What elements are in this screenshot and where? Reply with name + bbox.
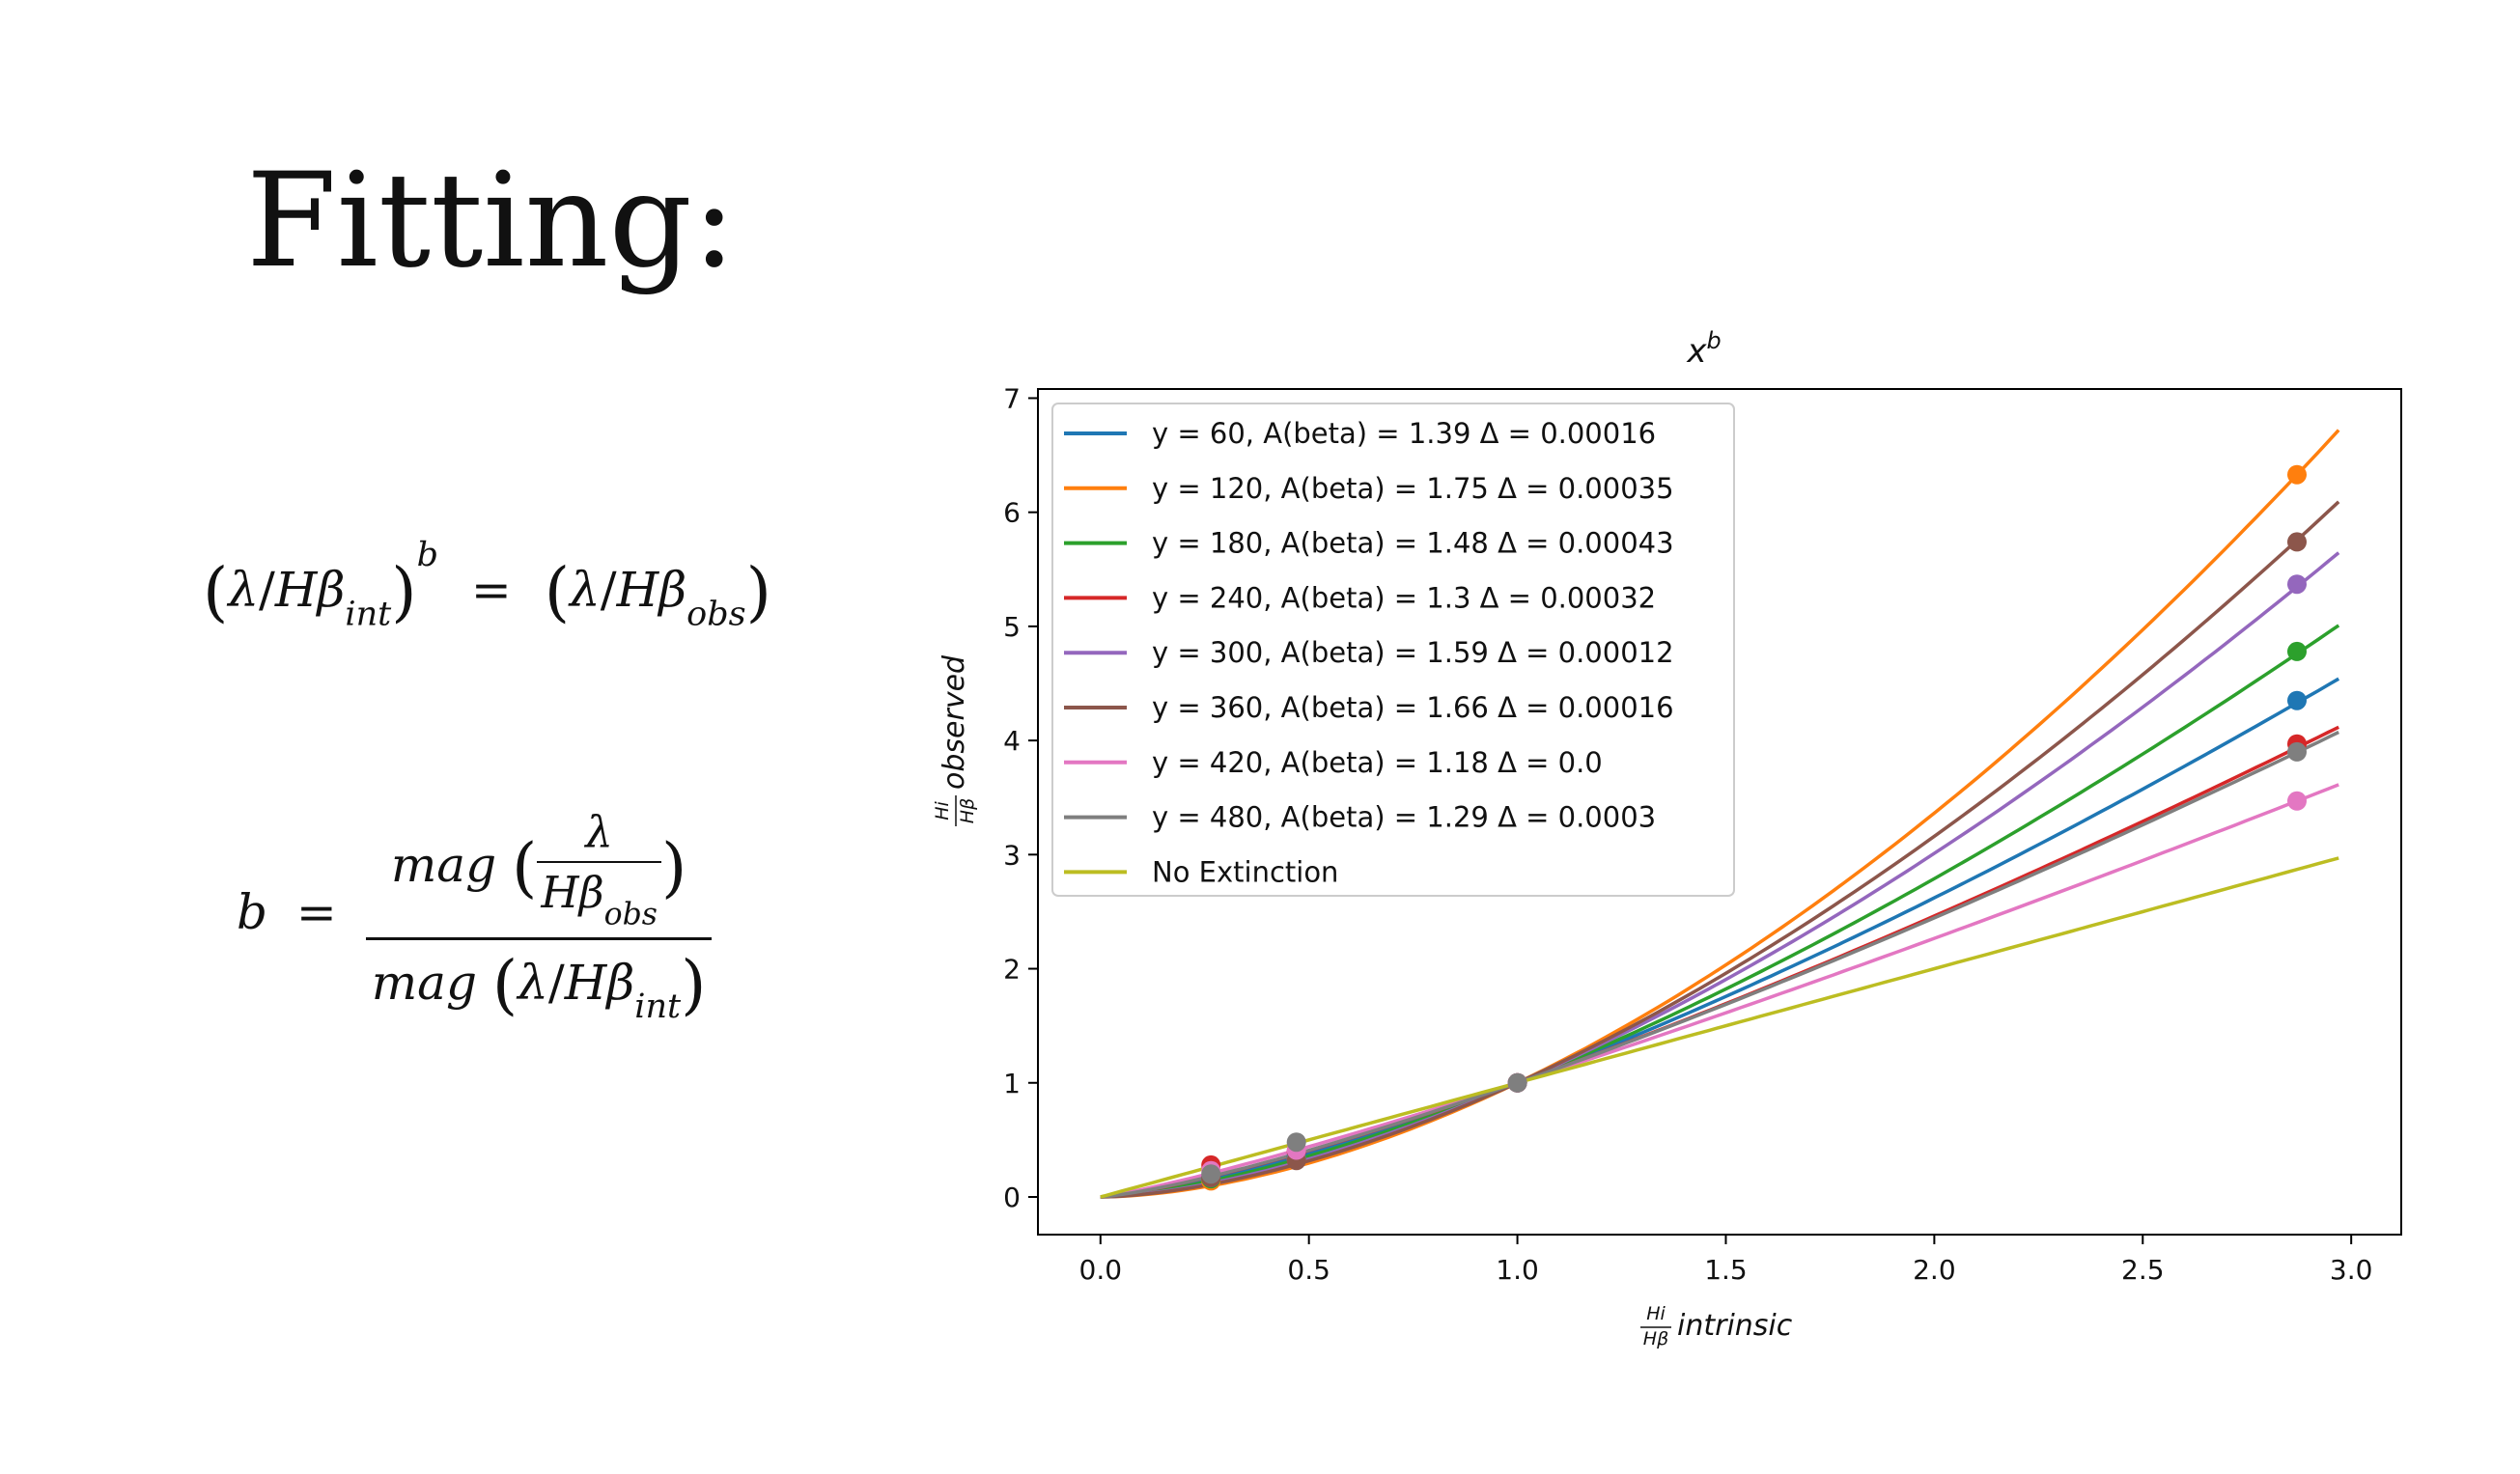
svg-text:intrinsic: intrinsic xyxy=(1677,1309,1793,1343)
y-axis-label: Hi Hβ observed xyxy=(932,654,978,826)
y-tick-label-0: 0 xyxy=(1003,1182,1021,1213)
series-markers xyxy=(1201,464,2307,1191)
legend-label-3: y = 240, A(beta) = 1.3 Δ = 0.00032 xyxy=(1152,581,1656,614)
legend-label-6: y = 420, A(beta) = 1.18 Δ = 0.0 xyxy=(1152,746,1603,779)
series-point-0-3 xyxy=(2287,690,2307,710)
legend-label-4: y = 300, A(beta) = 1.59 Δ = 0.00012 xyxy=(1152,636,1674,669)
x-axis-ticks: 0.0 0.5 1.0 1.5 2.0 2.5 3.0 xyxy=(1079,1235,2373,1286)
exponent-fraction: mag (λ Hβobs) mag (λ/Hβint) xyxy=(365,806,713,1026)
x-tick-label-2: 1.0 xyxy=(1496,1254,1539,1286)
series-point-6-3 xyxy=(2287,791,2307,811)
svg-text:Hβ: Hβ xyxy=(1643,1328,1668,1349)
series-point-4-3 xyxy=(2287,574,2307,595)
y-tick-label-4: 4 xyxy=(1003,725,1021,757)
x-tick-label-6: 3.0 xyxy=(2330,1254,2373,1286)
series-point-7-3 xyxy=(2287,741,2307,762)
legend-label-2: y = 180, A(beta) = 1.48 Δ = 0.00043 xyxy=(1152,527,1674,560)
series-line-0 xyxy=(1100,677,2340,1199)
series-line-5 xyxy=(1100,500,2340,1199)
slide-title: Fitting: xyxy=(246,145,737,296)
legend-label-0: y = 60, A(beta) = 1.39 Δ = 0.00016 xyxy=(1152,417,1656,450)
series-line-1 xyxy=(1100,429,2340,1199)
series-point-7-1 xyxy=(1286,1132,1306,1153)
series-point-7-0 xyxy=(1201,1164,1221,1184)
series-line-7 xyxy=(1100,730,2339,1199)
x-axis-label: Hi Hβ intrinsic xyxy=(1640,1303,1793,1349)
series-point-7-2 xyxy=(1507,1072,1527,1093)
y-tick-label-2: 2 xyxy=(1003,954,1021,986)
x-tick-label-4: 2.0 xyxy=(1913,1254,1956,1286)
equation-exponent-b: b = mag (λ Hβobs) mag (λ/Hβint) xyxy=(237,806,713,1026)
series-line-2 xyxy=(1100,624,2340,1199)
svg-text:observed: observed xyxy=(938,654,971,790)
series-point-1-3 xyxy=(2287,464,2307,485)
legend: y = 60, A(beta) = 1.39 Δ = 0.00016 y = 12… xyxy=(1051,403,1735,897)
legend-label-7: y = 480, A(beta) = 1.29 Δ = 0.0003 xyxy=(1152,801,1656,834)
y-tick-label-1: 1 xyxy=(1003,1068,1021,1099)
x-tick-label-0: 0.0 xyxy=(1079,1254,1123,1286)
svg-text:Hi: Hi xyxy=(1646,1303,1666,1324)
svg-text:Hi: Hi xyxy=(932,801,953,820)
y-tick-label-3: 3 xyxy=(1003,839,1021,871)
series-line-4 xyxy=(1100,551,2340,1199)
series-curves xyxy=(1100,429,2340,1199)
plot-frame xyxy=(1037,388,2402,1236)
y-tick-label-6: 6 xyxy=(1003,497,1021,529)
legend-label-8: No Extinction xyxy=(1152,855,1338,888)
svg-text:Hβ: Hβ xyxy=(957,798,978,823)
legend-label-5: y = 360, A(beta) = 1.66 Δ = 0.00016 xyxy=(1152,691,1674,724)
legend-label-1: y = 120, A(beta) = 1.75 Δ = 0.00035 xyxy=(1152,472,1674,505)
x-tick-label-5: 2.5 xyxy=(2121,1254,2165,1286)
equation-power-law: (λ/Hβint)b = (λ/Hβobs) xyxy=(203,536,771,634)
series-line-8 xyxy=(1100,856,2339,1199)
series-point-5-3 xyxy=(2287,532,2307,552)
legend-box xyxy=(1051,403,1735,897)
series-line-6 xyxy=(1100,783,2339,1199)
x-tick-label-3: 1.5 xyxy=(1704,1254,1748,1286)
y-tick-label-5: 5 xyxy=(1003,611,1021,643)
chart-title: xb xyxy=(1686,327,1721,371)
series-point-2-3 xyxy=(2287,641,2307,661)
y-axis-ticks: 0 1 2 3 4 5 6 7 xyxy=(1003,382,1038,1213)
y-tick-label-7: 7 xyxy=(1003,382,1021,414)
x-tick-label-1: 0.5 xyxy=(1287,1254,1330,1286)
